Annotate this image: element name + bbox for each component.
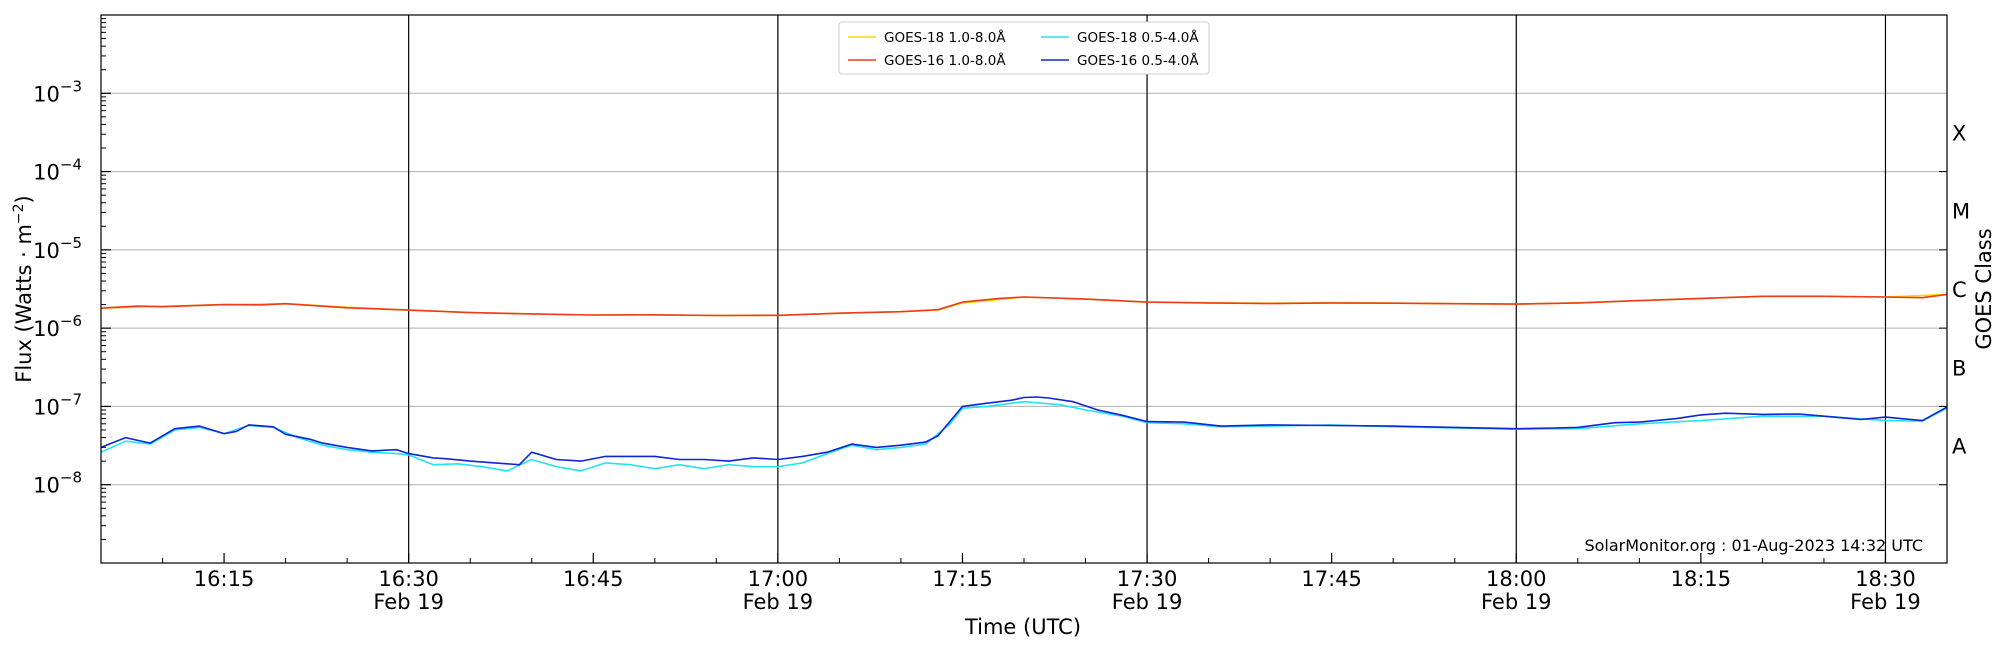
y-tick-label: 10−4	[33, 156, 82, 185]
legend-label-4: GOES-16 0.5-4.0Å	[1077, 52, 1199, 69]
legend: GOES-18 1.0-8.0Å GOES-16 1.0-8.0Å GOES-18 …	[838, 21, 1210, 75]
y-axis-title-base: Flux (Watts · m	[12, 224, 36, 383]
x-tick-date-label: Feb 19	[1850, 590, 1921, 614]
x-tick-date-label: Feb 19	[1112, 590, 1183, 614]
legend-items: GOES-18 1.0-8.0Å GOES-16 1.0-8.0Å GOES-18 …	[848, 29, 1199, 69]
x-tick-label: 17:15	[932, 567, 993, 591]
x-tick-label: 18:15	[1671, 567, 1732, 591]
y-tick-label-exponent: −5	[60, 234, 82, 252]
y-tick-label-exponent: −6	[60, 312, 82, 330]
y-tick-label-exponent: −4	[60, 156, 82, 174]
x-tick-date-label: Feb 19	[1481, 590, 1552, 614]
series-line-2	[100, 293, 1948, 317]
y-tick-label-base: 10	[33, 161, 60, 185]
plot-frame	[100, 14, 1948, 564]
y-tick-label-exponent: −3	[60, 77, 82, 95]
legend-label-2: GOES-16 1.0-8.0Å	[884, 52, 1006, 69]
y-axis-title-close: )	[12, 195, 36, 203]
x-tick-label: 17:45	[1301, 567, 1362, 591]
y-tick-label-base: 10	[33, 239, 60, 263]
x-tick-label: 16:15	[194, 567, 255, 591]
y-tick-label-exponent: −7	[60, 390, 82, 408]
y-axis-title: Flux (Watts · m−2)	[11, 195, 36, 383]
legend-label-1: GOES-18 1.0-8.0Å	[884, 29, 1006, 46]
goes-class-label: X	[1952, 121, 1966, 145]
tick-layer	[100, 18, 1948, 563]
y-tick-label: 10−6	[33, 312, 82, 341]
x-tick-label: 17:00	[748, 567, 809, 591]
y-tick-label: 10−5	[33, 234, 82, 263]
series-line-3	[100, 400, 1948, 472]
y-axis-title-exponent: −2	[11, 203, 27, 224]
y-tick-label: 10−7	[33, 390, 82, 419]
x-axis-title: Time (UTC)	[964, 615, 1081, 639]
x-tick-date-label: Feb 19	[373, 590, 444, 614]
goes-class-axis-title: GOES Class	[1972, 228, 1996, 349]
x-tick-label: 18:30	[1855, 567, 1916, 591]
y-tick-label-exponent: −8	[60, 469, 82, 487]
x-tick-label: 18:00	[1486, 567, 1547, 591]
y-tick-label-base: 10	[33, 82, 60, 106]
vertical-time-lines	[408, 15, 1887, 563]
x-tick-date-label: Feb 19	[743, 590, 814, 614]
y-tick-label-base: 10	[33, 474, 60, 498]
legend-label-3: GOES-18 0.5-4.0Å	[1077, 29, 1199, 46]
grid-layer	[101, 92, 1947, 486]
y-tick-label: 10−8	[33, 469, 82, 498]
goes-class-label: M	[1952, 200, 1970, 224]
x-tick-label: 16:30	[378, 567, 439, 591]
x-tick-label: 16:45	[563, 567, 624, 591]
series-layer	[100, 293, 1948, 472]
series-line-4	[100, 396, 1948, 466]
goes-class-label: B	[1952, 356, 1966, 380]
goes-class-label: A	[1952, 435, 1967, 459]
watermark-label: SolarMonitor.org : 01-Aug-2023 14:32 UTC	[1584, 536, 1923, 555]
goes-class-label: C	[1952, 278, 1967, 302]
y-tick-label: 10−3	[33, 77, 82, 106]
y-tick-label-base: 10	[33, 317, 60, 341]
x-tick-label: 17:30	[1117, 567, 1178, 591]
y-tick-label-base: 10	[33, 395, 60, 419]
legend-box	[838, 21, 1210, 75]
